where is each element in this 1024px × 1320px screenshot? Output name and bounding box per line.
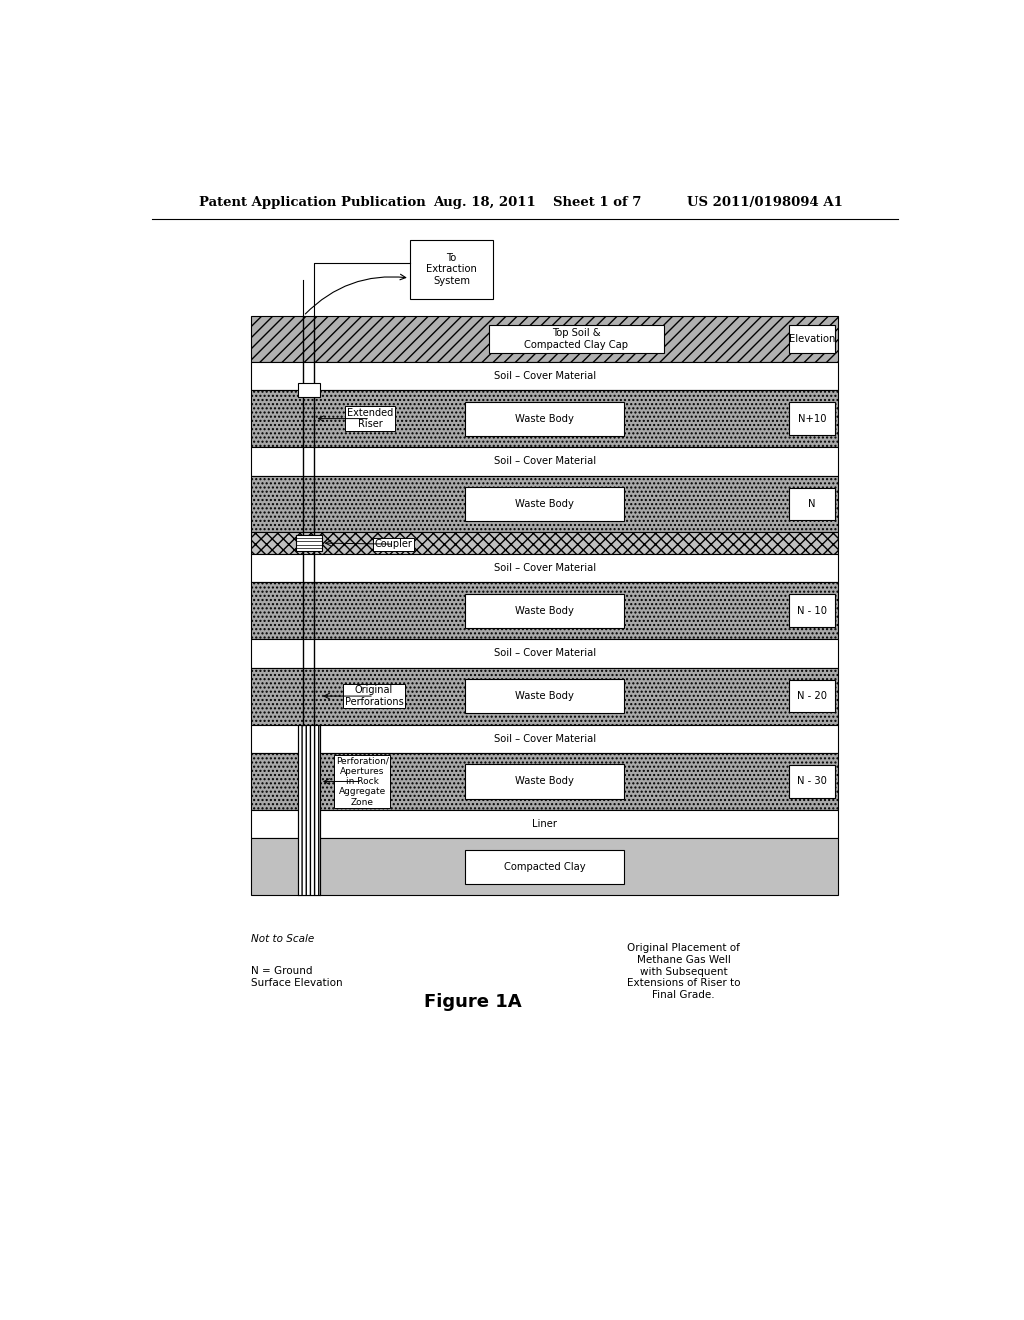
Text: Liner: Liner <box>532 820 557 829</box>
Bar <box>251 532 839 554</box>
Bar <box>790 403 836 434</box>
Text: Patent Application Publication: Patent Application Publication <box>200 195 426 209</box>
Bar <box>251 362 839 391</box>
Bar <box>465 850 624 884</box>
Bar <box>296 535 322 552</box>
Bar <box>410 240 494 298</box>
Text: Soil – Cover Material: Soil – Cover Material <box>494 648 596 659</box>
Bar <box>251 447 839 475</box>
Bar <box>251 639 839 668</box>
Bar <box>790 487 836 520</box>
Bar <box>251 838 839 895</box>
Bar <box>251 391 839 447</box>
Text: N: N <box>808 499 816 510</box>
Bar <box>465 401 624 436</box>
Text: To
Extraction
System: To Extraction System <box>426 252 477 286</box>
Bar <box>465 764 624 799</box>
Bar <box>251 315 839 362</box>
Text: N+10: N+10 <box>798 413 826 424</box>
Text: N = Ground
Surface Elevation: N = Ground Surface Elevation <box>251 966 343 989</box>
Text: US 2011/0198094 A1: US 2011/0198094 A1 <box>687 195 844 209</box>
Bar <box>790 766 836 797</box>
Text: Original Placement of
Methane Gas Well
with Subsequent
Extensions of Riser to
Fi: Original Placement of Methane Gas Well w… <box>627 944 740 999</box>
Text: Figure 1A: Figure 1A <box>424 993 522 1011</box>
Text: Waste Body: Waste Body <box>515 606 574 615</box>
Bar <box>298 383 321 397</box>
Bar <box>790 325 836 352</box>
Text: N - 20: N - 20 <box>797 692 827 701</box>
Bar <box>251 725 839 752</box>
Bar <box>251 475 839 532</box>
Bar <box>790 594 836 627</box>
Bar <box>465 594 624 628</box>
Bar <box>465 487 624 521</box>
Text: Coupler: Coupler <box>375 539 413 549</box>
Text: Waste Body: Waste Body <box>515 776 574 787</box>
Text: N - 10: N - 10 <box>797 606 827 615</box>
Text: Soil – Cover Material: Soil – Cover Material <box>494 457 596 466</box>
Text: Elevation: Elevation <box>788 334 836 343</box>
Text: Soil – Cover Material: Soil – Cover Material <box>494 371 596 381</box>
Bar <box>251 554 839 582</box>
Text: Extended
Riser: Extended Riser <box>347 408 393 429</box>
Text: Not to Scale: Not to Scale <box>251 935 314 944</box>
Text: Original
Perforations: Original Perforations <box>345 685 403 708</box>
Text: Top Soil &
Compacted Clay Cap: Top Soil & Compacted Clay Cap <box>524 327 629 350</box>
Bar <box>465 678 624 713</box>
Text: Perforation/
Apertures
in Rock
Aggregate
Zone: Perforation/ Apertures in Rock Aggregate… <box>336 756 388 807</box>
Bar <box>251 810 839 838</box>
Text: Aug. 18, 2011: Aug. 18, 2011 <box>433 195 537 209</box>
Text: Soil – Cover Material: Soil – Cover Material <box>494 564 596 573</box>
Bar <box>298 725 321 895</box>
Text: Soil – Cover Material: Soil – Cover Material <box>494 734 596 743</box>
Text: Waste Body: Waste Body <box>515 692 574 701</box>
Text: N - 30: N - 30 <box>797 776 827 787</box>
Bar <box>790 680 836 713</box>
Text: Compacted Clay: Compacted Clay <box>504 862 586 871</box>
Text: Waste Body: Waste Body <box>515 413 574 424</box>
Text: Sheet 1 of 7: Sheet 1 of 7 <box>553 195 641 209</box>
Bar <box>251 668 839 725</box>
Bar <box>251 582 839 639</box>
Bar <box>489 325 664 352</box>
Text: Waste Body: Waste Body <box>515 499 574 510</box>
Bar <box>251 752 839 810</box>
